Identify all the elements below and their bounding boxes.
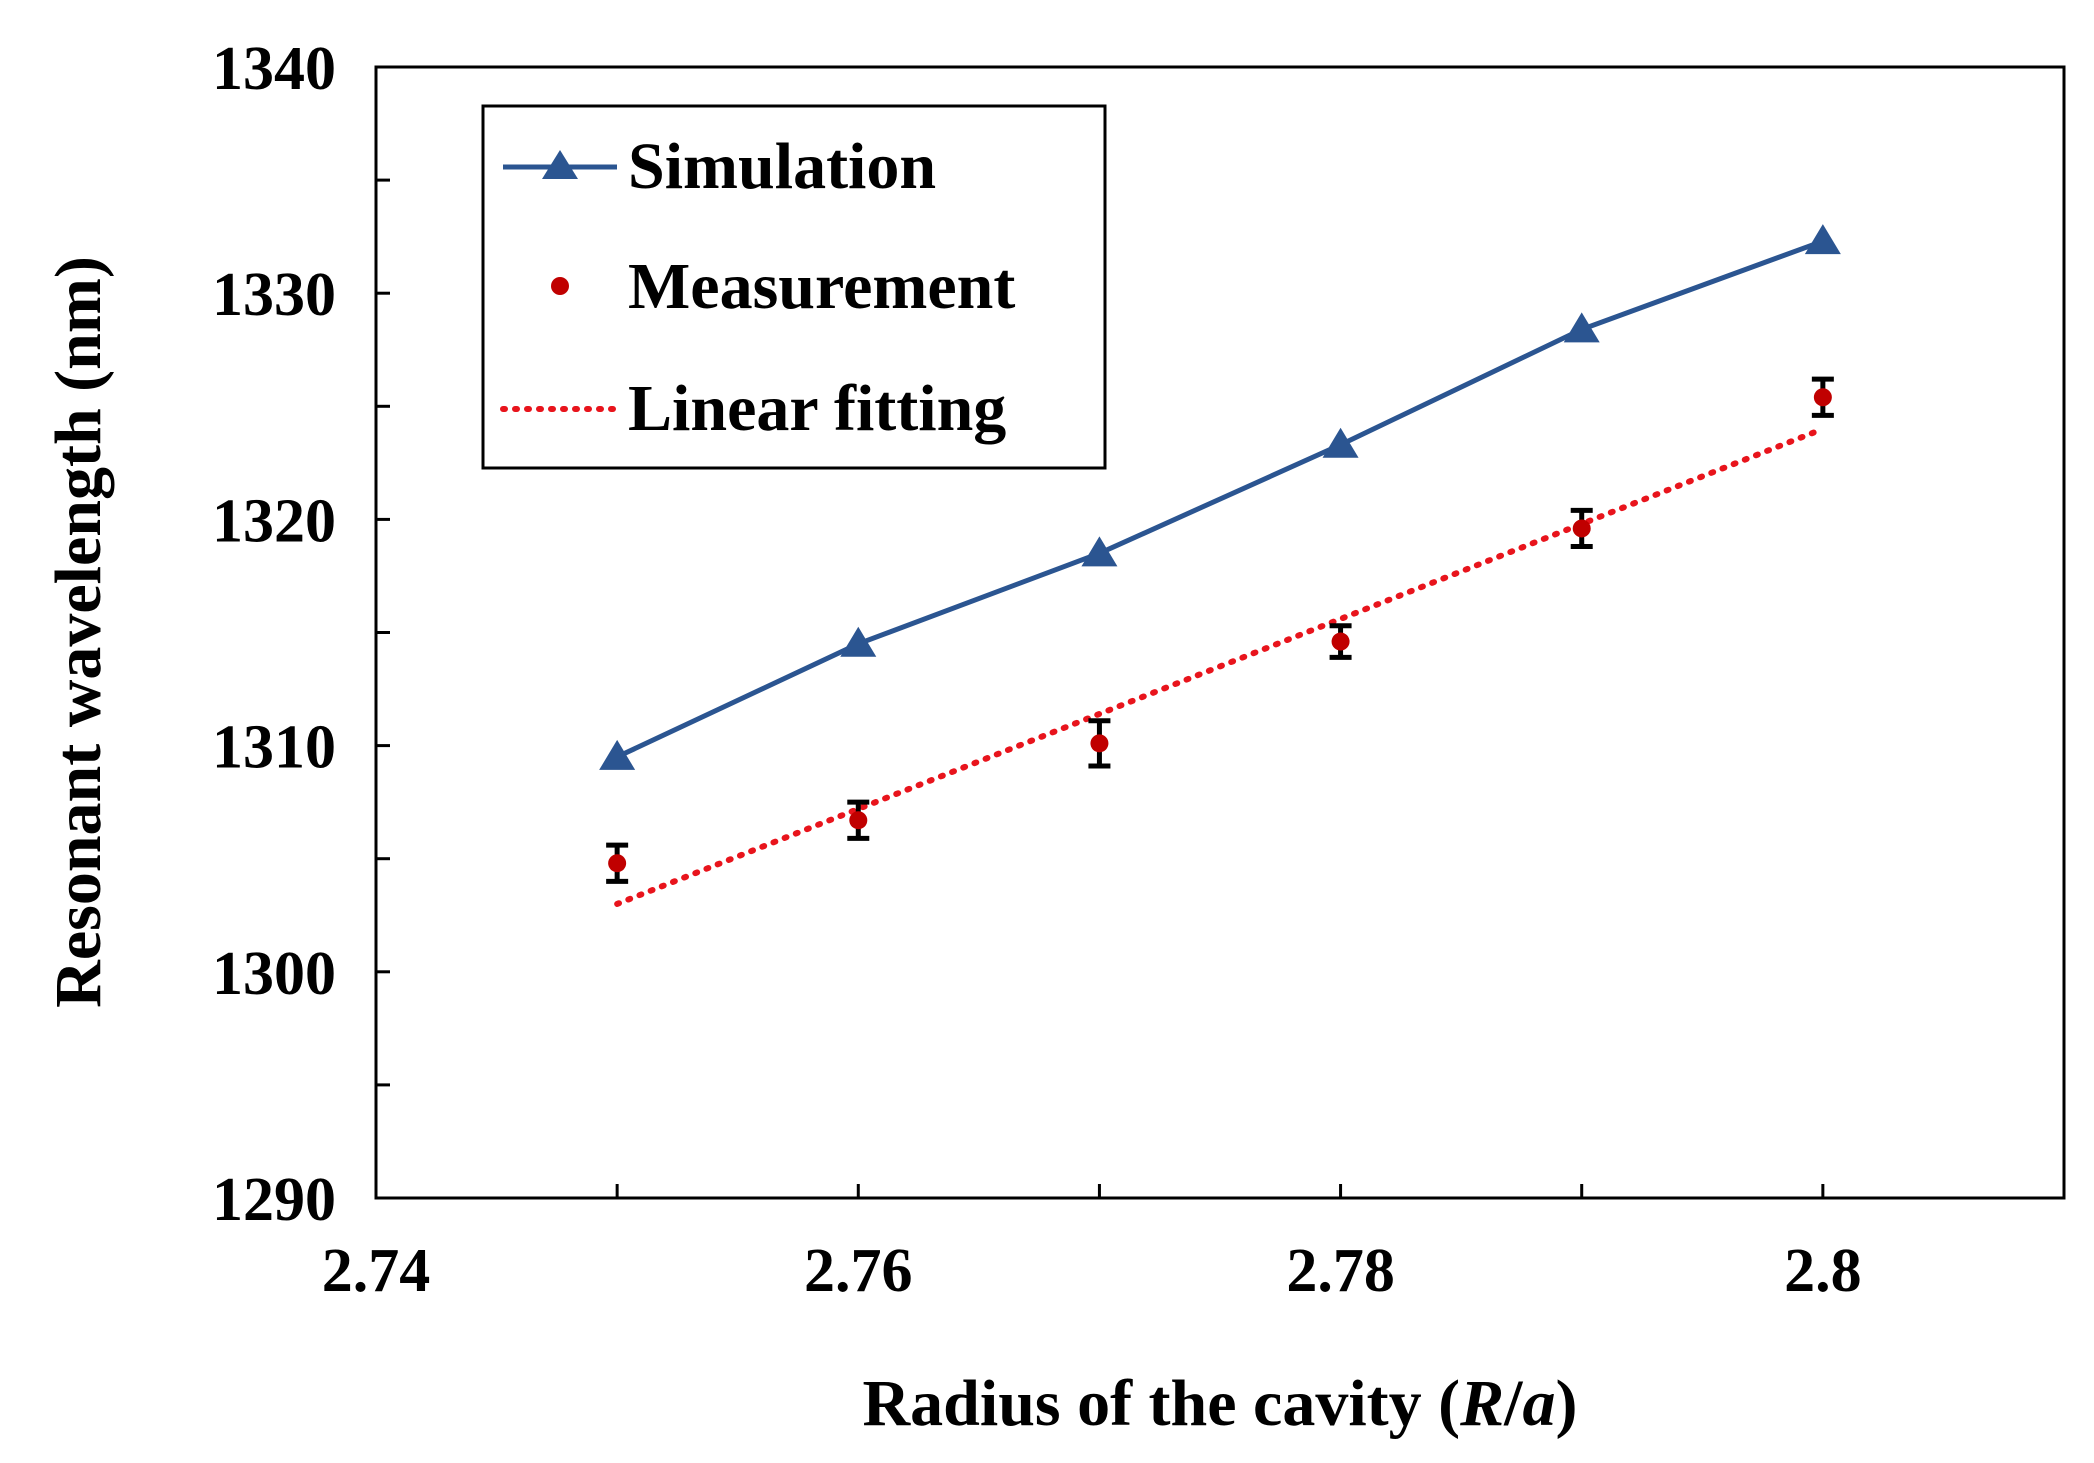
linear-fitting-line	[614, 425, 1826, 907]
measurement-point	[1572, 519, 1591, 538]
legend-measurement-marker	[551, 277, 569, 295]
y-tick-label: 1320	[212, 487, 336, 555]
y-tick-label: 1290	[212, 1166, 336, 1234]
x-axis-title: Radius of the cavity (R/a)	[862, 1367, 1577, 1440]
measurement-point	[1090, 734, 1109, 753]
y-tick-label: 1300	[212, 940, 336, 1008]
measurement-point	[608, 854, 627, 873]
legend-measurement-label: Measurement	[628, 250, 1015, 323]
simulation-point	[599, 739, 636, 770]
simulation-point	[1081, 536, 1118, 567]
y-tick-label: 1310	[212, 714, 336, 782]
measurement-point	[1331, 632, 1350, 651]
series-layer	[599, 224, 1841, 907]
legend-simulation-marker	[542, 150, 578, 179]
x-tick-label: 2.78	[1286, 1237, 1395, 1305]
simulation-line	[616, 238, 1824, 760]
x-axis: 2.74 2.76 2.78 2.8	[322, 1184, 2066, 1305]
y-tick-label: 1330	[212, 261, 336, 329]
y-axis-title: Resonant wavelength (nm)	[42, 256, 115, 1008]
y-axis: 1290 1300 1310 1320 1330 1340	[212, 35, 390, 1234]
simulation-point	[1563, 312, 1600, 343]
measurement-point	[849, 811, 868, 830]
legend-fitting-label: Linear fitting	[628, 372, 1006, 445]
x-tick-label: 2.76	[804, 1237, 913, 1305]
y-tick-label: 1340	[212, 35, 336, 103]
simulation-point	[1322, 427, 1359, 458]
simulation-point	[1804, 224, 1841, 255]
simulation-point	[840, 626, 877, 657]
x-tick-label: 2.8	[1784, 1237, 1862, 1305]
legend-simulation-label: Simulation	[628, 130, 936, 203]
legend: Simulation Measurement Linear fitting	[481, 104, 1107, 470]
measurement-point	[1813, 388, 1832, 407]
x-tick-label: 2.74	[322, 1237, 431, 1305]
